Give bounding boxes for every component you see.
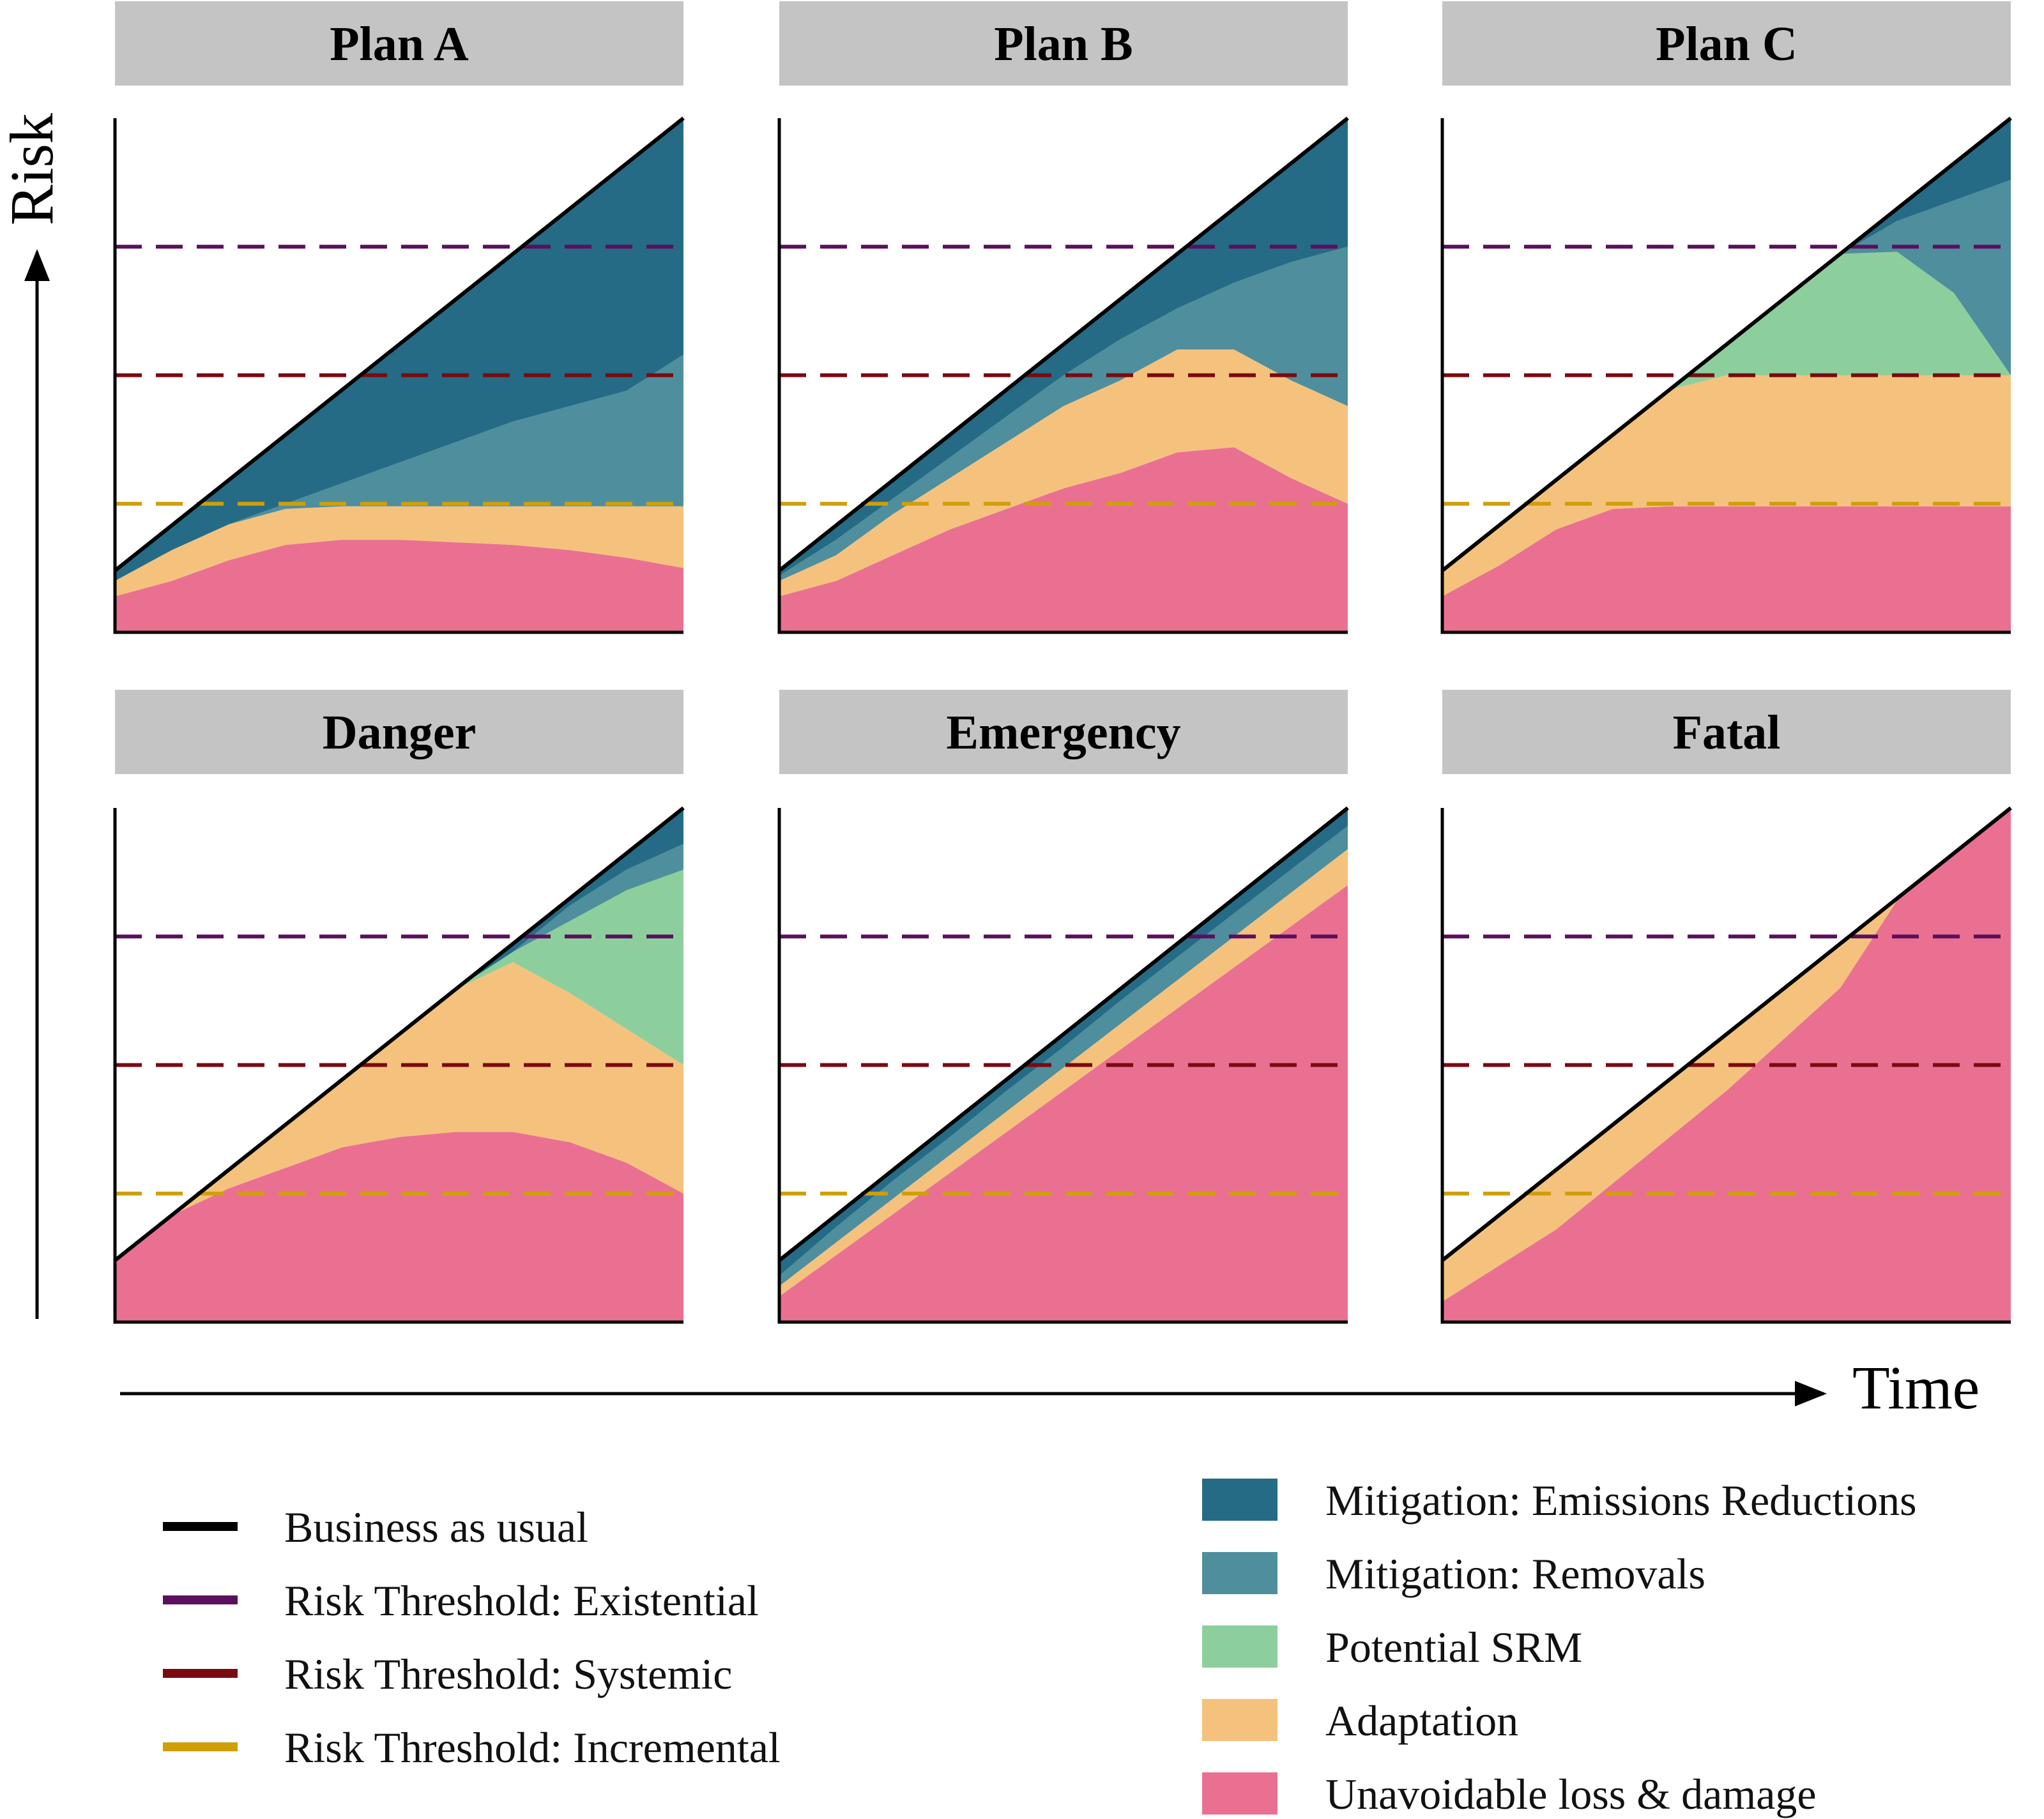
legend-lines: Business as usual Risk Threshold: Existen…	[163, 1503, 781, 1772]
panel-plan-c: Plan C	[1440, 1, 2012, 634]
bau-line	[114, 116, 685, 572]
legend-swatch-srm	[1202, 1625, 1278, 1668]
legend-label-srm: Potential SRM	[1325, 1623, 1582, 1671]
bau-line	[778, 806, 1349, 1262]
loss-area	[115, 540, 683, 632]
removals-area	[1442, 179, 2011, 571]
legend-swatch-removals	[1202, 1552, 1278, 1594]
panel-title: Plan A	[330, 17, 469, 71]
panel-title: Plan C	[1656, 17, 1797, 71]
bau-line	[1441, 116, 2012, 572]
legend-label-adaptation: Adaptation	[1325, 1696, 1518, 1745]
loss-area	[779, 885, 1348, 1322]
bau-line	[114, 806, 685, 1262]
bau-line	[1441, 806, 2012, 1262]
legend-label-systemic: Risk Threshold: Systemic	[284, 1650, 732, 1698]
panel-axes	[113, 118, 683, 634]
panel-title: Fatal	[1673, 706, 1781, 759]
panel-plan-a: Plan A	[113, 1, 685, 634]
removals-area	[779, 826, 1348, 1286]
panel-danger: Danger	[113, 690, 685, 1324]
x-axis-label: Time	[1852, 1353, 1979, 1422]
legend-label-emissions: Mitigation: Emissions Reductions	[1325, 1476, 1917, 1525]
legend-label-loss: Unavoidable loss & damage	[1325, 1770, 1817, 1818]
srm-area	[1442, 252, 2011, 571]
panel-title-box	[1442, 690, 2011, 774]
y-axis-label: Risk	[0, 113, 66, 225]
panel-title: Danger	[323, 706, 477, 759]
legend-label-existential: Risk Threshold: Existential	[284, 1576, 759, 1625]
panel-axes	[1440, 808, 2011, 1324]
adaptation-area	[1442, 808, 2011, 1302]
legend-label-bau: Business as usual	[284, 1503, 588, 1551]
emissions-area	[115, 118, 683, 581]
panel-title-box	[779, 690, 1348, 774]
adaptation-area	[115, 506, 683, 597]
panel-emergency: Emergency	[777, 690, 1349, 1324]
loss-area	[779, 447, 1348, 632]
panel-title-box	[115, 690, 683, 774]
panel-axes	[777, 118, 1348, 634]
srm-area	[115, 869, 683, 1261]
panel-title-box	[115, 1, 683, 86]
loss-area	[1442, 506, 2011, 632]
panel-title-box	[779, 1, 1348, 86]
adaptation-area	[779, 349, 1348, 597]
legend-label-incremental: Risk Threshold: Incremental	[284, 1723, 781, 1772]
panel-title-box	[1442, 1, 2011, 86]
panel-fatal: Fatal	[1440, 690, 2012, 1324]
panel-axes	[777, 808, 1348, 1324]
panel-axes	[113, 808, 683, 1324]
legend-swatch-adaptation	[1202, 1699, 1278, 1741]
emissions-area	[779, 808, 1348, 1276]
loss-area	[115, 1132, 683, 1322]
panel-axes	[1440, 118, 2011, 634]
bau-line	[778, 116, 1349, 572]
legend-areas: Mitigation: Emissions Reductions Mitigati…	[1202, 1476, 1917, 1818]
adaptation-area	[779, 849, 1348, 1297]
panel-grid: Plan A Plan B Plan C Danger Emergency Fatal	[113, 1, 2012, 1324]
legend-label-removals: Mitigation: Removals	[1325, 1549, 1705, 1598]
panel-title: Plan B	[994, 17, 1133, 71]
removals-area	[779, 247, 1348, 581]
removals-area	[115, 354, 683, 581]
panel-plan-b: Plan B	[777, 1, 1349, 634]
adaptation-area	[1442, 375, 2011, 597]
legend-swatch-loss	[1202, 1772, 1278, 1815]
legend-swatch-emissions	[1202, 1479, 1278, 1521]
removals-area	[115, 844, 683, 1261]
panel-title: Emergency	[946, 706, 1180, 759]
adaptation-area	[115, 962, 683, 1261]
